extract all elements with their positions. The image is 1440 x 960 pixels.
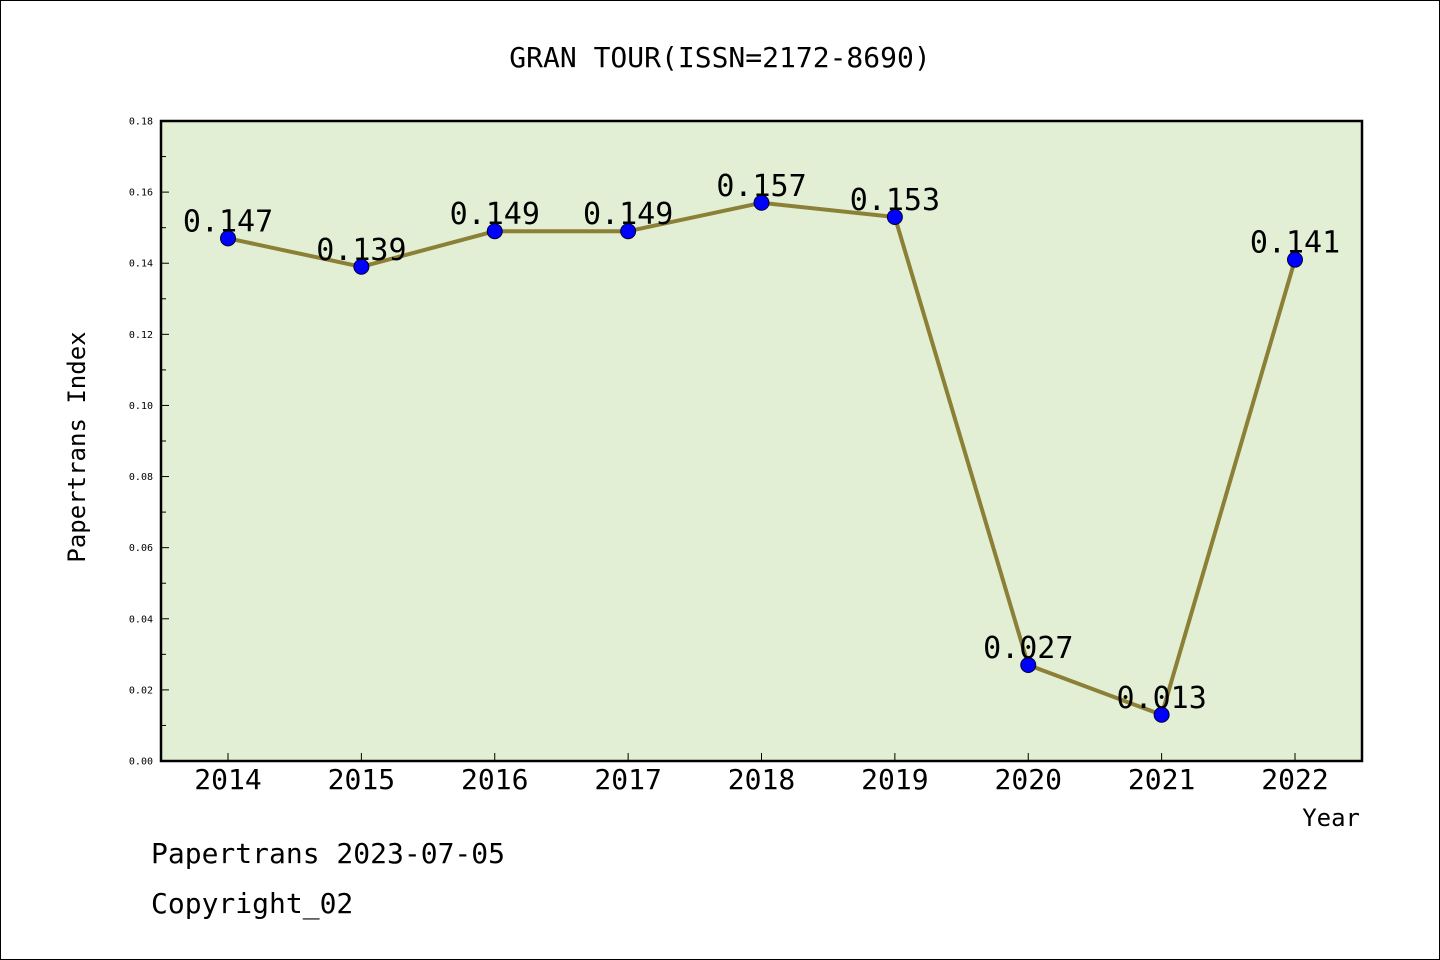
data-point-marker — [753, 194, 770, 211]
data-point-marker — [886, 209, 903, 225]
y-tick-label: 0.12 — [129, 330, 153, 341]
data-point-marker — [353, 258, 370, 275]
footer-date-text: Papertrans 2023-07-05 — [151, 837, 506, 870]
data-label: 0.013 — [1116, 681, 1206, 716]
data-label: 0.149 — [450, 197, 540, 232]
x-tick-label: 2021 — [1128, 763, 1195, 796]
x-tick-label: 2020 — [995, 763, 1062, 796]
chart-title: GRAN TOUR(ISSN=2172-8690) — [509, 41, 930, 74]
x-axis: 2014 2015 2016 2017 2018 2019 2020 2021 2022 — [194, 753, 1329, 796]
x-tick-label: 2017 — [594, 763, 661, 796]
x-tick-label: 2015 — [328, 763, 395, 796]
x-tick-label: 2019 — [861, 763, 928, 796]
data-label: 0.147 — [183, 204, 273, 239]
y-axis-title: Papertrans Index — [63, 331, 91, 562]
y-tick-label: 0.00 — [129, 757, 153, 768]
data-label-layer: 0.147 0.139 0.149 0.149 0.157 0.153 0.027 0.013… — [183, 169, 1340, 716]
y-tick-label: 0.14 — [129, 259, 153, 270]
footer-copyright-text: Copyright_02 — [151, 887, 354, 920]
y-tick-label: 0.08 — [129, 472, 153, 483]
data-label: 0.149 — [583, 197, 673, 232]
y-tick-label: 0.18 — [129, 117, 153, 128]
y-tick-label: 0.02 — [129, 685, 153, 696]
x-axis-title: Year — [1302, 804, 1360, 832]
plot-area — [159, 119, 1364, 763]
data-point-marker — [486, 223, 503, 240]
data-label: 0.157 — [716, 169, 806, 204]
data-point-marker — [1287, 251, 1303, 268]
data-point-marker — [220, 230, 236, 247]
x-tick-label: 2016 — [461, 763, 528, 796]
data-point-marker — [1153, 706, 1170, 723]
x-tick-label: 2018 — [728, 763, 795, 796]
y-tick-label: 0.04 — [129, 614, 153, 625]
data-point-marker — [620, 223, 637, 240]
y-tick-label: 0.16 — [129, 188, 153, 199]
data-label: 0.027 — [983, 631, 1073, 666]
data-label: 0.139 — [316, 233, 406, 268]
y-tick-label: 0.06 — [129, 543, 153, 554]
x-tick-label: 2022 — [1261, 763, 1328, 796]
series-layer — [220, 194, 1303, 723]
y-axis: 0.00 0.02 0.04 0.06 0.08 0.10 0.12 0.14 0.16 0.18 — [129, 117, 169, 768]
data-label: 0.153 — [850, 183, 940, 218]
x-tick-label: 2014 — [194, 763, 261, 796]
data-point-marker — [1020, 657, 1037, 673]
data-label: 0.141 — [1250, 226, 1340, 261]
y-tick-label: 0.10 — [129, 401, 153, 412]
